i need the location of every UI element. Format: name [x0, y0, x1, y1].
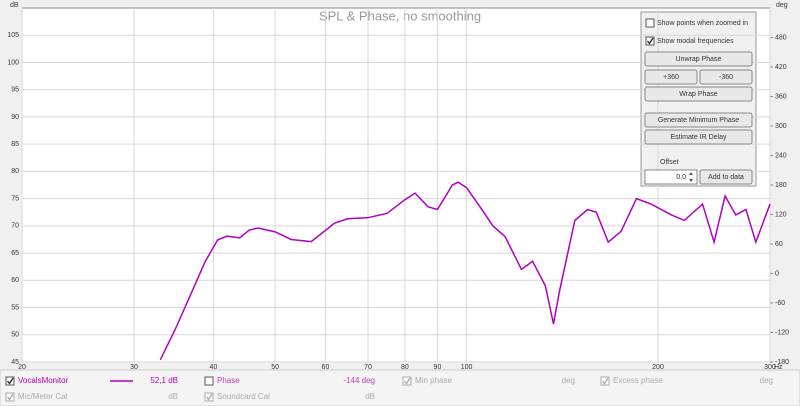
panel-button-label: +360 [663, 74, 679, 81]
y-tick-label: 85 [11, 141, 19, 148]
legend-checkbox[interactable] [204, 392, 214, 402]
y-tick-label: 70 [11, 223, 19, 230]
y-tick-label: 60 [11, 277, 19, 284]
y2-tick-label: 120 [775, 211, 787, 218]
legend-checkbox[interactable] [5, 376, 15, 386]
legend-checkbox-tick [6, 377, 14, 385]
x-tick-label: 20 [18, 364, 26, 371]
y2-axis-unit: deg [776, 2, 788, 9]
panel-button[interactable] [699, 69, 753, 85]
panel-button-label: Wrap Phase [679, 91, 717, 98]
legend-checkbox[interactable] [402, 376, 412, 386]
legend-label: Excess phase [613, 376, 663, 385]
spl-line [159, 181, 771, 361]
legend-checkbox-tick [6, 393, 14, 401]
y-tick-label: 55 [11, 304, 19, 311]
y2-tick-label: -60 [775, 300, 785, 307]
y2-tick-label: 180 [775, 182, 787, 189]
x-tick-label: 90 [434, 364, 442, 371]
x-tick-label: 100 [461, 364, 473, 371]
y-tick-label: 90 [11, 114, 19, 121]
legend-reading: dB [365, 392, 375, 401]
y-axis-unit: dB [10, 2, 19, 9]
y2-tick-label: 300 [775, 123, 787, 130]
y-tick-label: 105 [7, 32, 19, 39]
panel-checkbox-label: Show points when zoomed in [657, 20, 748, 27]
legend-checkbox[interactable] [5, 392, 15, 402]
panel-button-label: Generate Minimum Phase [658, 117, 739, 124]
panel-button[interactable] [644, 112, 753, 128]
spinner[interactable] [689, 172, 693, 182]
offset-input[interactable] [644, 169, 698, 185]
legend-reading: dB [168, 392, 178, 401]
x-tick-label: 30 [130, 364, 138, 371]
x-tick-label: 50 [271, 364, 279, 371]
offset-label: Offset [660, 159, 679, 166]
legend-label: VocalsMonitor [18, 376, 69, 385]
legend-reading: deg [760, 376, 773, 385]
legend-checkbox-tick [403, 377, 411, 385]
panel-button-label: Unwrap Phase [676, 56, 722, 63]
y-tick-label: 45 [11, 359, 19, 366]
x-tick-label: 70 [364, 364, 372, 371]
legend-reading: 52,1 dB [150, 376, 178, 385]
add-button[interactable] [699, 169, 753, 185]
legend-checkbox[interactable] [204, 376, 214, 386]
y-tick-label: 95 [11, 87, 19, 94]
y-tick-label: 75 [11, 195, 19, 202]
panel-checkbox-tick [646, 37, 654, 45]
panel-button[interactable] [644, 51, 753, 67]
y2-tick-label: 480 [775, 34, 787, 41]
panel-button[interactable] [644, 69, 698, 85]
panel-checkbox[interactable] [645, 36, 655, 46]
y2-tick-label: 0 [775, 270, 779, 277]
panel-button[interactable] [644, 86, 753, 102]
legend-label: Min phase [415, 376, 452, 385]
x-tick-label: 300 [764, 364, 776, 371]
x-tick-label: 60 [322, 364, 330, 371]
y-tick-label: 100 [7, 59, 19, 66]
y-tick-label: 80 [11, 168, 19, 175]
panel-button-label: -360 [719, 74, 733, 81]
panel-checkbox[interactable] [645, 18, 655, 28]
x-axis-unit: Hz [774, 364, 783, 371]
x-tick-label: 80 [401, 364, 409, 371]
y2-tick-label: 420 [775, 64, 787, 71]
x-tick-label: 40 [210, 364, 218, 371]
y2-tick-label: 240 [775, 152, 787, 159]
offset-value: 0,0 [676, 174, 686, 181]
add-button-label: Add to data [708, 174, 744, 181]
y2-tick-label: -180 [775, 359, 789, 366]
y2-tick-label: 60 [775, 241, 783, 248]
x-tick-label: 200 [652, 364, 664, 371]
y-tick-label: 50 [11, 332, 19, 339]
legend-checkbox-tick [205, 393, 213, 401]
y-tick-label: 65 [11, 250, 19, 257]
legend-label: Soundcard Cal [217, 392, 270, 401]
chart-title: SPL & Phase, no smoothing [319, 8, 481, 23]
panel-button-label: Estimate IR Delay [670, 134, 727, 141]
panel-checkbox-label: Show modal frequencies [657, 38, 734, 45]
legend-label: Phase [217, 376, 240, 385]
y2-tick-label: -120 [775, 329, 789, 336]
legend-checkbox[interactable] [600, 376, 610, 386]
y2-tick-label: 360 [775, 93, 787, 100]
legend-reading: -144 deg [343, 376, 375, 385]
panel-button[interactable] [644, 129, 753, 145]
legend-reading: deg [562, 376, 575, 385]
legend-bar [0, 369, 800, 406]
legend-label: Mic/Meter Cal [18, 392, 68, 401]
legend-checkbox-tick [601, 377, 609, 385]
